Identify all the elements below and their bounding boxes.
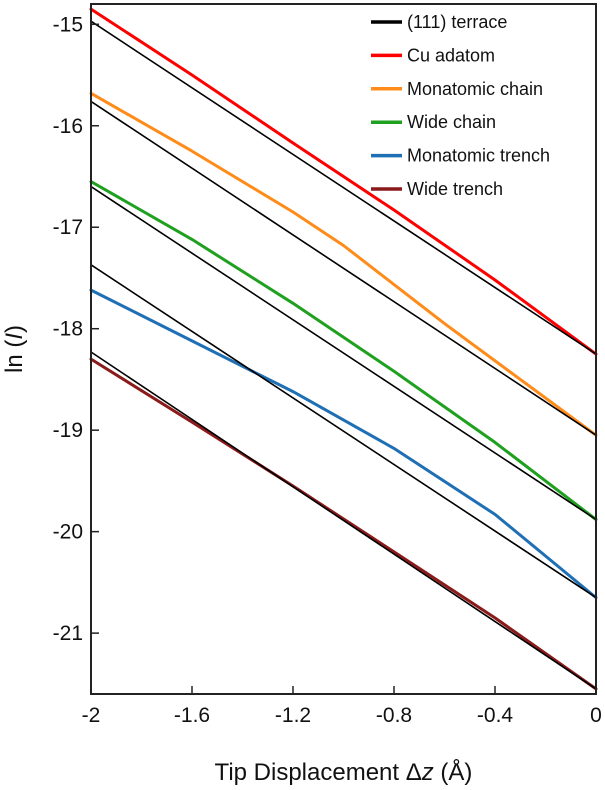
x-tick-label: -2	[82, 704, 101, 727]
legend-label-monatomic-trench: Monatomic trench	[407, 146, 550, 166]
series-line-111-terrace	[90, 20, 597, 355]
series-line-fit-8	[90, 263, 597, 599]
x-tick-label: -1.2	[275, 704, 311, 727]
x-axis-label: Tip Displacement Δz (Å)	[215, 758, 473, 786]
y-tick-label: -21	[53, 622, 83, 645]
y-tick-label: -18	[53, 318, 83, 341]
x-tick-label: 0	[590, 704, 602, 727]
data-lines	[89, 7, 598, 691]
y-tick-label: -15	[53, 13, 83, 36]
y-tick-label: -16	[53, 115, 83, 138]
series-line-monatomic-trench	[89, 288, 598, 600]
plot-frame	[90, 3, 597, 695]
series-line-cu-adatom	[89, 7, 598, 356]
series-line-fit-9	[90, 351, 597, 690]
legend-label-cu-adatom: Cu adatom	[407, 45, 495, 65]
legend-label-wide-trench: Wide trench	[407, 179, 503, 199]
series-line-monatomic-chain	[89, 91, 598, 437]
legend-label-monatomic-chain: Monatomic chain	[407, 79, 543, 99]
x-tick-label: -0.8	[376, 704, 412, 727]
series-line-fit-7	[90, 185, 597, 521]
series-line-wide-chain	[89, 180, 598, 521]
y-tick-label: -19	[53, 419, 83, 442]
x-tick-label: -1.6	[174, 704, 210, 727]
legend-label-wide-chain: Wide chain	[407, 112, 496, 132]
series-line-fit-6	[90, 100, 597, 437]
series-line-wide-trench	[89, 357, 598, 691]
legend-label-111-terrace: (111) terrace	[407, 12, 507, 32]
legend: (111) terrace Cu adatom Monatomic chain Wid…	[371, 12, 550, 199]
x-tick-label: -0.4	[477, 704, 514, 727]
y-tick-label: -20	[53, 521, 83, 544]
x-axis: -2 -1.6 -1.2 -0.8 -0.4 0	[82, 686, 602, 727]
y-axis: -15 -16 -17 -18 -19 -20 -21	[53, 13, 99, 645]
y-tick-label: -17	[53, 216, 83, 239]
y-axis-label: ln (I)	[1, 325, 28, 373]
